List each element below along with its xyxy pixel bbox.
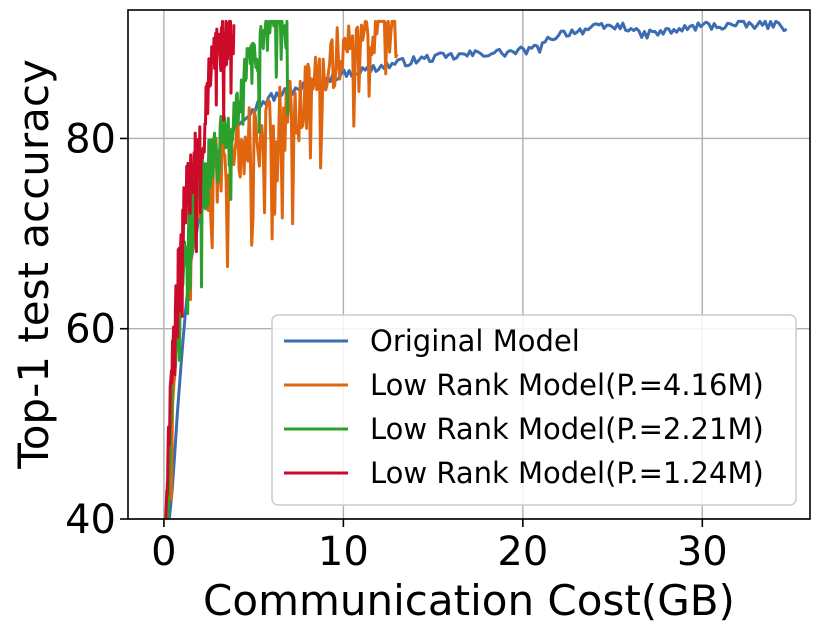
axis-ticks: 0 10 20 30 40 60 80 [65,116,728,575]
x-tick-label: 0 [151,529,176,575]
legend-label: Low Rank Model(P.=2.21M) [370,412,764,446]
series-lines [164,19,788,520]
x-tick-label: 20 [497,529,548,575]
legend-box [271,314,797,506]
legend-label: Original Model [370,324,580,358]
y-tick-label: 60 [65,307,116,353]
legend-label: Low Rank Model(P.=4.16M) [370,368,764,402]
series-line-1 [167,19,788,520]
y-tick-label: 80 [65,116,116,162]
series-line-3 [164,19,290,520]
series-line-4 [164,19,236,520]
legend-label: Low Rank Model(P.=1.24M) [370,456,764,490]
x-axis-title: Communication Cost(GB) [203,576,735,625]
x-tick-label: 30 [677,529,728,575]
legend: Original Model Low Rank Model(P.=4.16M) Lo… [271,314,797,506]
y-axis-title: Top-1 test accuracy [9,59,58,470]
y-tick-label: 40 [65,497,116,543]
plot-frame [127,9,811,520]
x-tick-label: 10 [318,529,369,575]
